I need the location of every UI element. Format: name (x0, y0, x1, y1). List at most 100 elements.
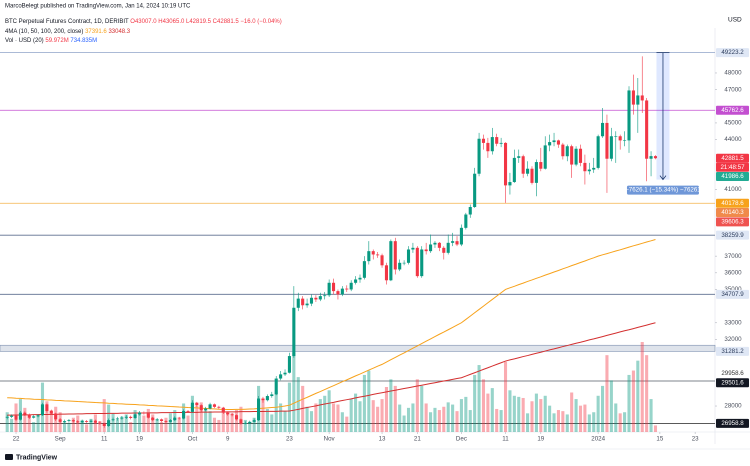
volume-bar (486, 393, 490, 432)
x-tick-label: Sep (55, 436, 67, 443)
candle-body (133, 414, 137, 419)
candle (534, 159, 538, 197)
candle (45, 403, 49, 413)
candle (36, 414, 40, 418)
volume-bar (10, 418, 14, 432)
volume-bar (111, 413, 115, 432)
candle-body (309, 297, 314, 304)
price-tag (716, 217, 749, 227)
candle (314, 295, 318, 302)
candle (265, 394, 269, 402)
candle (85, 420, 89, 423)
candle-body (160, 419, 164, 422)
candle-body (561, 144, 565, 157)
candle (645, 97, 649, 182)
candle-body (208, 404, 212, 409)
volume-bar (415, 379, 419, 432)
volume-bar (534, 393, 538, 432)
candle (578, 144, 583, 167)
volume-bar (512, 395, 516, 432)
candle (331, 278, 336, 295)
candle (473, 167, 477, 208)
volume-bar (464, 396, 468, 432)
volume-bar (459, 399, 463, 432)
candle (98, 421, 102, 425)
candle (76, 420, 80, 424)
candle-body (393, 241, 397, 270)
volume-bar (645, 355, 649, 432)
candle-body (384, 265, 389, 281)
candle-body (234, 415, 239, 420)
volume-bar (129, 422, 133, 432)
candle (32, 415, 36, 419)
volume-bar (495, 408, 499, 432)
candle (367, 241, 371, 265)
candle-body (534, 162, 538, 183)
candle-body (124, 416, 128, 418)
volume-bar (173, 410, 177, 432)
volume-bar (358, 401, 362, 432)
candle (574, 146, 578, 167)
candle (424, 242, 428, 255)
candle-body (636, 95, 640, 105)
volume-bar (609, 380, 613, 432)
volume-bar (614, 403, 618, 432)
countdown-tag (716, 162, 749, 172)
candle (89, 419, 93, 423)
candle-body (195, 402, 199, 406)
candle (243, 421, 247, 425)
candle (287, 352, 291, 374)
currency: USD (728, 17, 742, 24)
candle (164, 420, 168, 424)
volume-bar (490, 388, 494, 432)
volume-bar (526, 413, 530, 432)
candle (649, 151, 653, 177)
candle-body (32, 416, 36, 418)
candle-body (62, 421, 67, 422)
volume-bar (442, 406, 446, 432)
price-tag-label: 40178.6 (721, 200, 744, 207)
candle-body (345, 288, 349, 290)
candle-body (279, 374, 283, 379)
volume-bar (27, 416, 31, 432)
volume-bar (76, 415, 80, 432)
candle (190, 400, 194, 413)
volume-bar (160, 422, 164, 432)
price-tag (716, 48, 749, 58)
y-tick-label: 35000 (724, 286, 742, 293)
candle-body (111, 419, 115, 421)
volume-bar (85, 424, 89, 432)
candle-body (151, 417, 155, 421)
candle (601, 107, 605, 138)
ma-value: 33048.3 (108, 29, 130, 35)
candle-body (490, 137, 494, 152)
candle-body (398, 262, 402, 270)
volume-bar (67, 423, 71, 432)
candle-body (296, 298, 300, 308)
candle (62, 419, 67, 424)
volume-value: 59.972M (45, 38, 68, 44)
volume-bar (362, 374, 366, 432)
candle-body (583, 162, 587, 172)
candle (552, 132, 556, 147)
candle (371, 249, 375, 260)
candle (18, 411, 22, 421)
x-tick-label: 19 (136, 436, 143, 443)
candle-body (173, 417, 177, 421)
volume-bar (446, 402, 450, 432)
candle (102, 422, 106, 428)
price-tag-label: 39606.3 (721, 218, 744, 225)
candle (530, 166, 534, 185)
volume-bar (287, 382, 291, 432)
volume-ma-value: 734.835M (70, 38, 97, 44)
candle-body (578, 148, 583, 163)
candle-body (640, 95, 644, 101)
candle (512, 149, 516, 183)
volume-bar (270, 414, 274, 432)
volume-bar (402, 415, 406, 432)
volume-bar (543, 395, 547, 432)
measure-label-box (626, 185, 699, 195)
volume-bar (503, 361, 508, 432)
candle (376, 251, 380, 258)
candle-body (331, 282, 336, 292)
